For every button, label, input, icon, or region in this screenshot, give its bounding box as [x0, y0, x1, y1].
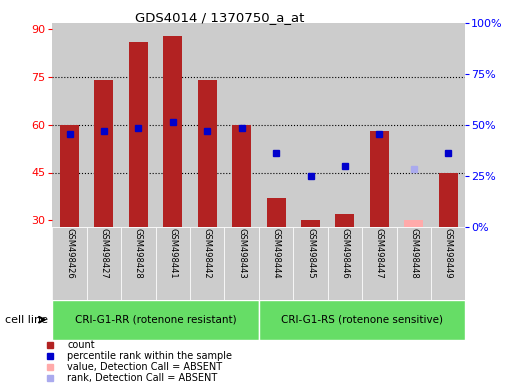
- Bar: [163, 36, 183, 227]
- Bar: [190, 227, 224, 300]
- Text: GDS4014 / 1370750_a_at: GDS4014 / 1370750_a_at: [135, 12, 304, 25]
- Text: GSM498447: GSM498447: [375, 228, 384, 279]
- Text: GSM498441: GSM498441: [168, 228, 177, 279]
- Bar: [431, 23, 465, 227]
- Bar: [362, 23, 396, 227]
- Text: GSM498428: GSM498428: [134, 228, 143, 279]
- Bar: [190, 23, 224, 227]
- Bar: [259, 300, 465, 340]
- Text: GSM498442: GSM498442: [203, 228, 212, 279]
- Bar: [328, 23, 362, 227]
- Bar: [87, 227, 121, 300]
- Bar: [87, 23, 121, 227]
- Bar: [404, 220, 423, 227]
- Bar: [293, 23, 328, 227]
- Bar: [396, 23, 431, 227]
- Bar: [52, 227, 87, 300]
- Bar: [156, 23, 190, 227]
- Text: CRI-G1-RS (rotenone sensitive): CRI-G1-RS (rotenone sensitive): [281, 314, 443, 325]
- Bar: [224, 227, 259, 300]
- Bar: [52, 23, 87, 227]
- Bar: [267, 198, 286, 227]
- Bar: [198, 80, 217, 227]
- Bar: [259, 227, 293, 300]
- Text: GSM498445: GSM498445: [306, 228, 315, 279]
- Text: GSM498427: GSM498427: [99, 228, 108, 279]
- Bar: [396, 227, 431, 300]
- Text: rank, Detection Call = ABSENT: rank, Detection Call = ABSENT: [67, 374, 218, 384]
- Bar: [52, 300, 259, 340]
- Bar: [232, 125, 251, 227]
- Bar: [156, 227, 190, 300]
- Text: GSM498448: GSM498448: [410, 228, 418, 279]
- Text: percentile rank within the sample: percentile rank within the sample: [67, 351, 232, 361]
- Bar: [301, 220, 320, 227]
- Text: CRI-G1-RR (rotenone resistant): CRI-G1-RR (rotenone resistant): [75, 314, 236, 325]
- Bar: [431, 227, 465, 300]
- Text: GSM498449: GSM498449: [444, 228, 453, 279]
- Bar: [259, 23, 293, 227]
- Bar: [439, 172, 458, 227]
- Bar: [293, 227, 328, 300]
- Bar: [129, 42, 148, 227]
- Text: GSM498444: GSM498444: [271, 228, 281, 279]
- Bar: [60, 125, 79, 227]
- Bar: [121, 23, 156, 227]
- Bar: [224, 23, 259, 227]
- Bar: [95, 80, 113, 227]
- Bar: [362, 227, 396, 300]
- Bar: [328, 227, 362, 300]
- Bar: [121, 227, 156, 300]
- Text: value, Detection Call = ABSENT: value, Detection Call = ABSENT: [67, 362, 222, 372]
- Bar: [370, 131, 389, 227]
- Text: cell line: cell line: [5, 314, 48, 325]
- Text: GSM498446: GSM498446: [340, 228, 349, 279]
- Text: GSM498426: GSM498426: [65, 228, 74, 279]
- Text: GSM498443: GSM498443: [237, 228, 246, 279]
- Text: count: count: [67, 340, 95, 350]
- Bar: [335, 214, 355, 227]
